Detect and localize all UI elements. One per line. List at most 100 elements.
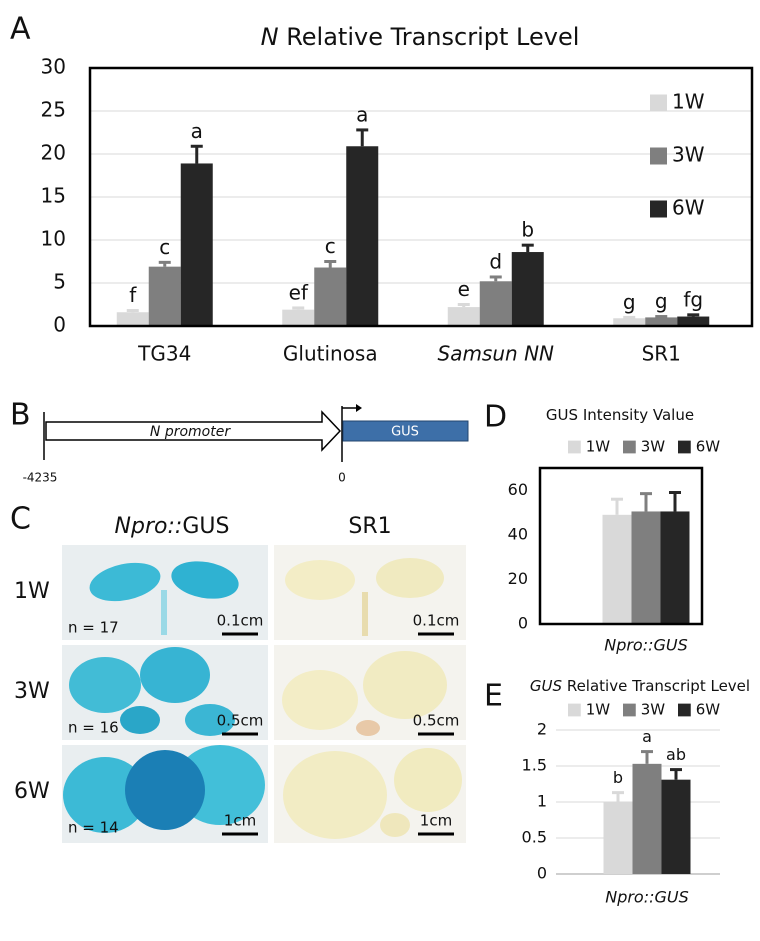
legend-label: 1W bbox=[586, 438, 611, 456]
bar bbox=[314, 267, 347, 326]
leaf bbox=[283, 751, 387, 839]
start-label: -4235 bbox=[23, 471, 58, 485]
plot-frame bbox=[88, 66, 754, 328]
scale-label: 1cm bbox=[420, 812, 452, 830]
significance-letter: a bbox=[191, 119, 203, 143]
leaf bbox=[69, 657, 141, 713]
error-bar bbox=[670, 768, 682, 780]
y-tick-label: 2 bbox=[537, 720, 547, 739]
row-label: 3W bbox=[14, 679, 50, 704]
significance-letter: e bbox=[458, 277, 470, 301]
bar bbox=[447, 307, 480, 326]
chart-title: GUS Intensity Value bbox=[546, 406, 694, 424]
error-bar bbox=[457, 303, 470, 308]
error-bar bbox=[521, 243, 534, 253]
x-tick-label: TG34 bbox=[137, 342, 191, 366]
bar bbox=[479, 281, 512, 326]
scale-label: 1cm bbox=[224, 812, 256, 830]
significance-letter: a bbox=[642, 727, 652, 746]
y-tick-label: 30 bbox=[41, 55, 66, 79]
bar bbox=[282, 309, 315, 326]
scale-label: 0.5cm bbox=[413, 712, 460, 730]
legend-swatch bbox=[650, 200, 667, 218]
x-tick-label: Npro::GUS bbox=[605, 888, 689, 907]
error-bar bbox=[623, 315, 636, 319]
error-bar bbox=[158, 260, 171, 267]
y-tick-label: 0.5 bbox=[522, 828, 547, 847]
leaf bbox=[89, 562, 161, 602]
bar bbox=[645, 317, 678, 326]
bar bbox=[632, 763, 662, 874]
significance-letter: ef bbox=[289, 280, 309, 304]
error-bar bbox=[687, 313, 700, 317]
sample-size: n = 14 bbox=[68, 819, 119, 837]
chart-title: GUS Relative Transcript Level bbox=[530, 677, 750, 695]
error-bar bbox=[612, 791, 624, 802]
legend-label: 1W bbox=[586, 701, 611, 719]
legend-swatch bbox=[678, 703, 691, 717]
y-tick-label: 1.5 bbox=[522, 756, 547, 775]
bar bbox=[613, 318, 646, 326]
legend-swatch bbox=[568, 440, 581, 454]
leaf bbox=[282, 670, 358, 730]
scale-label: 0.1cm bbox=[217, 612, 264, 630]
y-tick-label: 20 bbox=[41, 141, 66, 165]
sample-size: n = 16 bbox=[68, 719, 119, 737]
plot-frame bbox=[538, 466, 704, 626]
title-text: GUS Intensity Value bbox=[546, 406, 694, 424]
promoter-arrow bbox=[45, 410, 342, 452]
error-bar bbox=[669, 491, 681, 512]
end-label: 0 bbox=[338, 471, 346, 485]
chart-title: N Relative Transcript Level bbox=[261, 23, 580, 51]
x-tick-label: Glutinosa bbox=[283, 342, 378, 366]
y-tick-label: 5 bbox=[53, 270, 66, 294]
header-italic: Npro:: bbox=[115, 514, 183, 539]
panel-label: A bbox=[10, 12, 31, 47]
leaf bbox=[171, 561, 239, 599]
x-tick-label: Samsun NN bbox=[438, 342, 555, 366]
y-tick-label: 25 bbox=[41, 98, 66, 122]
legend-label: 6W bbox=[696, 701, 721, 719]
leaf bbox=[125, 750, 205, 830]
bar bbox=[511, 252, 544, 326]
scale-label: 0.1cm bbox=[413, 612, 460, 630]
stem bbox=[362, 592, 368, 636]
leaf bbox=[120, 706, 160, 734]
significance-letter: g bbox=[655, 289, 668, 313]
significance-letter: g bbox=[623, 290, 636, 314]
significance-letter: fg bbox=[683, 287, 703, 311]
legend-swatch bbox=[650, 147, 667, 165]
gus-box bbox=[342, 420, 469, 442]
photo-panel: Npro::GUS SR1 bbox=[62, 514, 466, 843]
x-tick-label: Npro::GUS bbox=[604, 636, 688, 655]
significance-letter: c bbox=[325, 234, 336, 258]
y-tick-label: 10 bbox=[41, 227, 66, 251]
x-tick-label: SR1 bbox=[642, 342, 681, 366]
y-tick-label: 1 bbox=[537, 792, 547, 811]
y-tick-label: 20 bbox=[508, 569, 528, 588]
bar bbox=[677, 316, 710, 326]
row-label: 1W bbox=[14, 579, 50, 604]
significance-letter: b bbox=[613, 768, 623, 787]
header-plain: GUS bbox=[182, 514, 229, 539]
significance-letter: d bbox=[489, 249, 502, 273]
column-header: Npro::GUS bbox=[115, 514, 230, 539]
legend-swatch bbox=[650, 94, 667, 112]
title-gene: N bbox=[261, 23, 279, 51]
stem bbox=[356, 720, 380, 736]
error-bar bbox=[640, 492, 652, 512]
bar bbox=[180, 163, 213, 326]
legend-label: 3W bbox=[641, 438, 666, 456]
significance-letter: f bbox=[129, 283, 137, 307]
promoter-diagram: N promoter GUS -4235 0 bbox=[23, 404, 469, 485]
legend-swatch bbox=[568, 703, 581, 717]
panel-label: B bbox=[10, 398, 31, 433]
significance-letter: b bbox=[521, 218, 534, 242]
error-bar bbox=[611, 497, 623, 515]
bar bbox=[346, 146, 379, 326]
leaf bbox=[185, 704, 235, 736]
error-bar bbox=[655, 315, 668, 319]
panel-label: E bbox=[484, 679, 503, 714]
y-tick-label: 15 bbox=[41, 184, 66, 208]
